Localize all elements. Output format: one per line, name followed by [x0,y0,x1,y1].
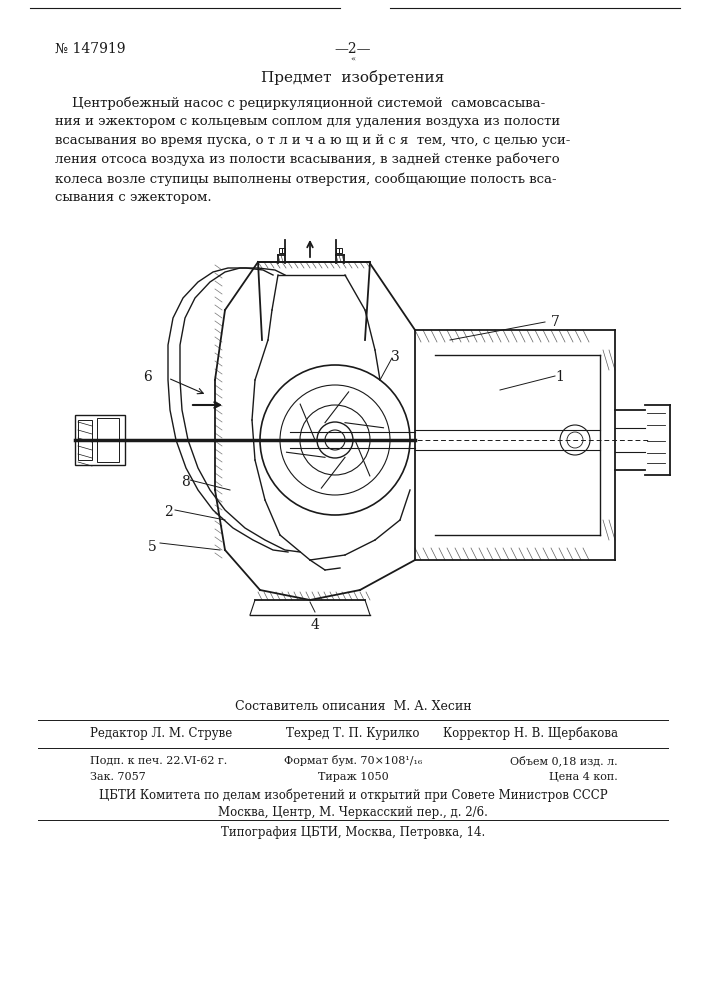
Text: 7: 7 [551,315,559,329]
Bar [339,248,341,253]
Bar [75,415,125,465]
Text: № 147919: № 147919 [55,42,126,56]
Text: Техред Т. П. Курилко: Техред Т. П. Курилко [286,727,420,740]
Bar [281,248,284,253]
Text: Центробежный насос с рециркуляционной системой  самовсасыва-: Центробежный насос с рециркуляционной си… [55,96,545,109]
Text: 3: 3 [391,350,399,364]
Text: —2—: —2— [334,42,371,56]
Bar [97,418,119,462]
Bar [279,248,281,253]
Text: Объем 0,18 изд. л.: Объем 0,18 изд. л. [510,755,618,766]
Text: Формат бум. 70×108¹/₁₆: Формат бум. 70×108¹/₁₆ [284,755,422,766]
Text: ления отсоса воздуха из полости всасывания, в задней стенке рабочего: ления отсоса воздуха из полости всасыван… [55,153,560,166]
Text: 6: 6 [144,370,153,384]
Text: 5: 5 [148,540,156,554]
Bar [78,420,92,460]
Text: сывания с эжектором.: сывания с эжектором. [55,191,211,204]
Text: Составитель описания  М. А. Хесин: Составитель описания М. А. Хесин [235,700,472,713]
Text: Корректор Н. В. Щербакова: Корректор Н. В. Щербакова [443,727,618,740]
Text: колеса возле ступицы выполнены отверстия, сообщающие полость вса-: колеса возле ступицы выполнены отверстия… [55,172,556,186]
Bar [336,248,339,253]
Text: Зак. 7057: Зак. 7057 [90,772,146,782]
Text: всасывания во время пуска, о т л и ч а ю щ и й с я  тем, что, с целью уси-: всасывания во время пуска, о т л и ч а ю… [55,134,571,147]
Text: 2: 2 [163,505,173,519]
Text: Цена 4 коп.: Цена 4 коп. [549,772,618,782]
Text: Москва, Центр, М. Черкасский пер., д. 2/6.: Москва, Центр, М. Черкасский пер., д. 2/… [218,806,488,819]
Text: 4: 4 [310,618,320,632]
Text: 1: 1 [556,370,564,384]
Text: 8: 8 [180,475,189,489]
Text: Редактор Л. М. Струве: Редактор Л. М. Струве [90,727,233,740]
Text: ЦБТИ Комитета по делам изобретений и открытий при Совете Министров СССР: ЦБТИ Комитета по делам изобретений и отк… [99,789,607,802]
Text: Типография ЦБТИ, Москва, Петровка, 14.: Типография ЦБТИ, Москва, Петровка, 14. [221,826,485,839]
Text: Предмет  изобретения: Предмет изобретения [262,70,445,85]
Text: Тираж 1050: Тираж 1050 [317,772,388,782]
Text: Подп. к печ. 22.VI-62 г.: Подп. к печ. 22.VI-62 г. [90,755,227,765]
Text: «: « [351,56,356,64]
Text: ния и эжектором с кольцевым соплом для удаления воздуха из полости: ния и эжектором с кольцевым соплом для у… [55,115,560,128]
